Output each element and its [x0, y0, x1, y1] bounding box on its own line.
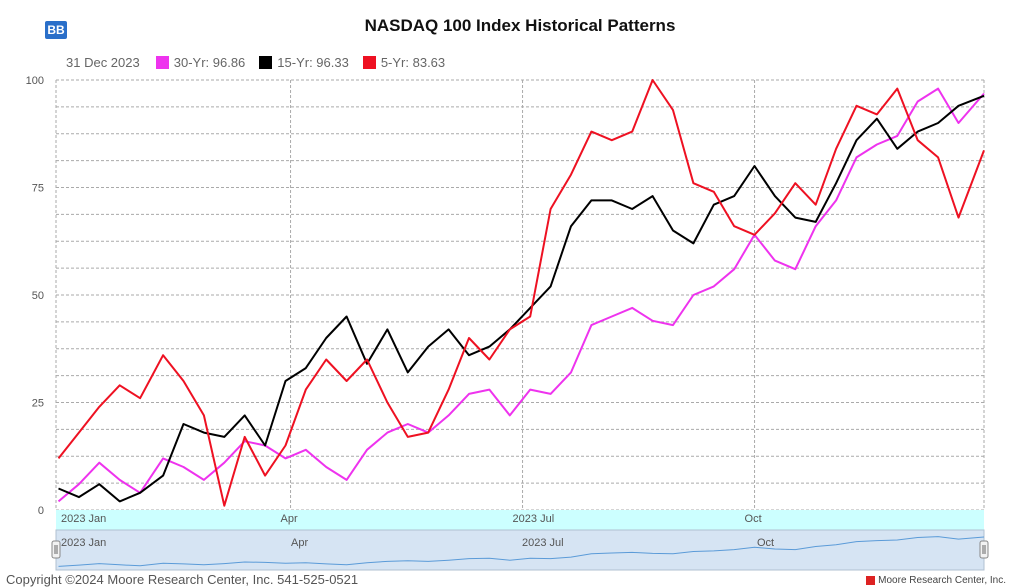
- grid: [55, 79, 985, 511]
- legend-label-5yr: 5-Yr: 83.63: [380, 55, 446, 70]
- series-line-15-yr: [58, 94, 985, 503]
- axes: 0 25 50 75 100 2023 Jan Apr 2023 Jul Oct: [26, 75, 984, 530]
- legend-swatch-30yr: [155, 56, 169, 69]
- legend-date: 31 Dec 2023: [66, 55, 140, 70]
- navigator-track[interactable]: [55, 529, 985, 571]
- series-lines: [57, 79, 985, 507]
- y-tick-label: 75: [32, 183, 44, 195]
- navigator-series-line: [58, 536, 985, 567]
- navigator-label-jul: 2023 Jul: [522, 537, 564, 549]
- copyright-text: Copyright ©2024 Moore Research Center, I…: [6, 572, 359, 587]
- x-tick-label: Oct: [745, 513, 762, 525]
- bb-badge[interactable]: BB: [45, 21, 67, 39]
- navigator-handle-right[interactable]: [979, 540, 989, 559]
- navigator-label-jan: 2023 Jan: [61, 537, 106, 549]
- legend: 31 Dec 2023 30-Yr: 96.86 15-Yr: 96.33 5-…: [66, 55, 459, 70]
- x-tick-label: 2023 Jul: [513, 513, 555, 525]
- chart-title: NASDAQ 100 Index Historical Patterns: [364, 16, 676, 35]
- legend-label-15yr: 15-Yr: 96.33: [277, 55, 349, 70]
- x-tick-label: 2023 Jan: [61, 513, 106, 525]
- brand-logo-icon: [866, 576, 876, 585]
- y-tick-label: 0: [38, 505, 44, 517]
- legend-item-5yr[interactable]: 5-Yr: 83.63: [362, 55, 446, 70]
- x-axis-band: [56, 510, 984, 530]
- series-line-5-yr: [57, 79, 985, 507]
- series-line-30-yr: [57, 87, 985, 503]
- y-tick-label: 50: [32, 290, 44, 302]
- x-tick-label: Apr: [281, 513, 298, 525]
- legend-item-15yr[interactable]: 15-Yr: 96.33: [259, 55, 349, 70]
- legend-label-30yr: 30-Yr: 96.86: [173, 55, 246, 70]
- legend-swatch-5yr: [362, 56, 376, 69]
- brand-credit: Moore Research Center, Inc.: [866, 575, 1006, 586]
- navigator-label-apr: Apr: [291, 537, 308, 549]
- navigator-label-oct: Oct: [757, 537, 774, 549]
- legend-swatch-15yr: [259, 56, 273, 69]
- navigator-handle-left[interactable]: [51, 540, 61, 559]
- brand-label: Moore Research Center, Inc.: [878, 575, 1006, 586]
- navigator[interactable]: 2023 Jan Apr 2023 Jul Oct: [51, 529, 989, 571]
- y-tick-label: 100: [26, 75, 44, 87]
- y-tick-label: 25: [32, 398, 44, 410]
- legend-item-30yr[interactable]: 30-Yr: 96.86: [155, 55, 246, 70]
